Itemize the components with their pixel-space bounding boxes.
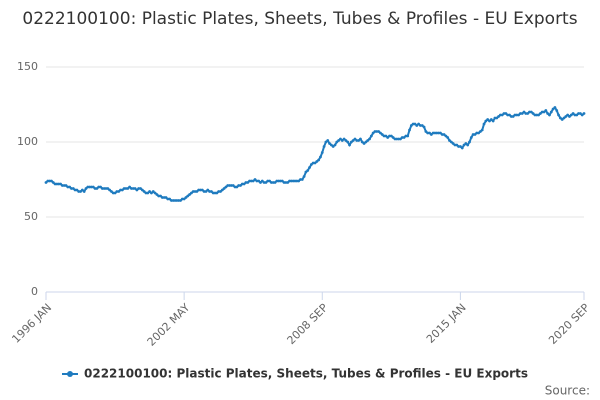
point <box>319 155 322 159</box>
point <box>553 106 557 109</box>
point <box>306 169 310 172</box>
source: Source: <box>545 384 590 398</box>
y-tick-label: 100 <box>17 135 38 148</box>
point <box>348 143 351 147</box>
point <box>469 136 473 139</box>
point <box>480 128 484 132</box>
point <box>317 158 321 162</box>
point <box>582 112 586 115</box>
point <box>308 166 311 169</box>
point <box>369 134 373 138</box>
legend-label: 0222100100: Plastic Plates, Sheets, Tube… <box>84 367 528 381</box>
x-tick-label: 1996 JAN <box>9 301 54 346</box>
point <box>406 134 410 138</box>
point <box>320 151 324 154</box>
point <box>300 178 304 181</box>
y-tick-label: 0 <box>31 285 38 298</box>
point <box>422 125 426 129</box>
point <box>408 128 411 132</box>
line <box>45 105 585 202</box>
point <box>446 136 450 139</box>
x-tick-label: 2002 MAY <box>145 301 193 349</box>
point <box>548 113 551 117</box>
x-tick-label: 2020 SEP <box>546 301 592 347</box>
point <box>333 143 337 147</box>
point <box>549 110 553 114</box>
point <box>482 122 486 126</box>
y-tick-label: 150 <box>17 60 38 73</box>
point <box>491 119 495 123</box>
point <box>555 109 559 112</box>
point <box>346 140 350 144</box>
point <box>82 190 86 193</box>
point <box>544 109 548 112</box>
x-tick-label: 2015 JAN <box>424 301 469 346</box>
point <box>359 137 362 141</box>
point <box>322 145 326 148</box>
point <box>468 140 471 144</box>
point <box>466 143 470 147</box>
chart-title: 0222100100: Plastic Plates, Sheets, Tube… <box>22 9 578 29</box>
point <box>302 175 306 178</box>
y-tick-label: 50 <box>24 210 38 223</box>
point <box>460 146 464 150</box>
point <box>368 137 371 141</box>
legend-marker <box>67 371 73 377</box>
point <box>326 139 330 142</box>
point <box>557 113 560 117</box>
x-tick-label: 2008 SEP <box>285 301 331 347</box>
